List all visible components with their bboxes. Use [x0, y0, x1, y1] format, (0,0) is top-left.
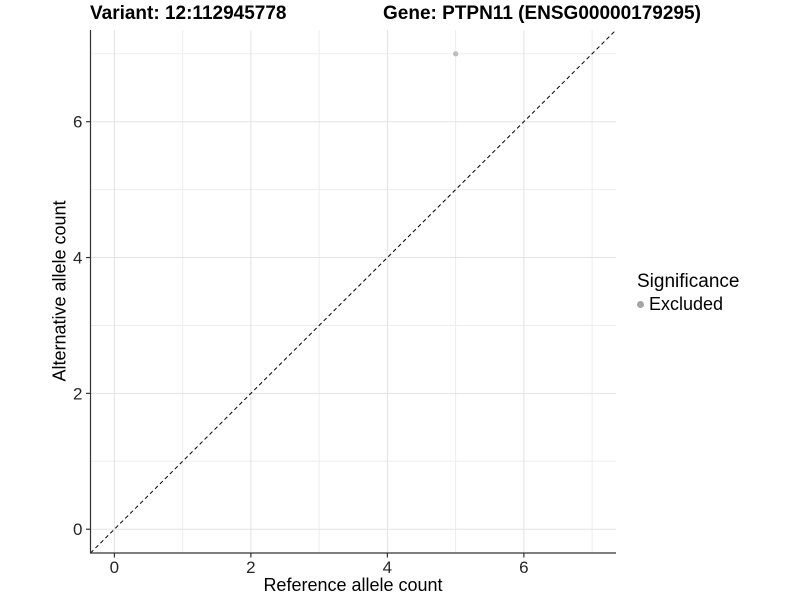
y-tick-label: 2: [73, 384, 82, 403]
y-tick-label: 0: [73, 520, 82, 539]
x-tick-label: 0: [110, 558, 119, 577]
legend-item-label: Excluded: [649, 294, 724, 314]
y-tick-label: 4: [73, 249, 82, 268]
x-tick-label: 2: [246, 558, 255, 577]
x-tick-label: 4: [383, 558, 392, 577]
identity-reference-line: [90, 29, 617, 554]
legend-item-excluded: Excluded: [637, 294, 739, 314]
legend-point-icon: [637, 300, 644, 308]
x-tick-label: 6: [519, 558, 528, 577]
y-axis-label: Alternative allele count: [49, 200, 70, 382]
legend: Significance Excluded: [637, 271, 739, 314]
plot-title-gene: Gene: PTPN11 (ENSG00000179295): [383, 3, 701, 24]
plot-title-variant: Variant: 12:112945778: [90, 3, 287, 24]
legend-title: Significance: [637, 271, 740, 292]
y-tick-label: 6: [73, 113, 82, 132]
data-point: [453, 51, 459, 57]
x-axis-label: Reference allele count: [263, 575, 443, 595]
